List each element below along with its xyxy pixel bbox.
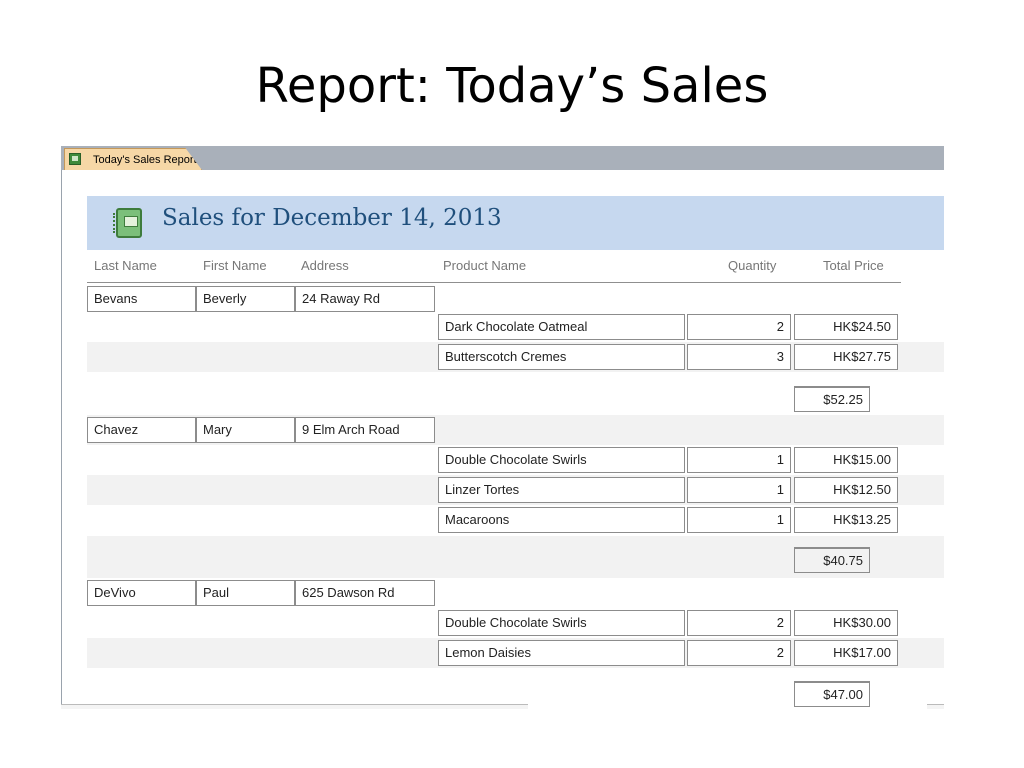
- total-price-field[interactable]: HK$13.25: [794, 507, 898, 533]
- item-row: Linzer Tortes 1 HK$12.50: [87, 475, 944, 505]
- product-name-field[interactable]: Linzer Tortes: [438, 477, 685, 503]
- address-field[interactable]: 24 Raway Rd: [295, 286, 435, 312]
- quantity-field[interactable]: 2: [687, 610, 791, 636]
- scrollbar-corner: [927, 704, 944, 709]
- tab-todays-sales-report[interactable]: Today's Sales Report: [64, 148, 202, 170]
- column-header-last-name: Last Name: [94, 258, 157, 273]
- first-name-field[interactable]: Beverly: [196, 286, 295, 312]
- product-name-field[interactable]: Double Chocolate Swirls: [438, 610, 685, 636]
- item-row: Double Chocolate Swirls 1 HK$15.00: [87, 445, 944, 475]
- quantity-field[interactable]: 2: [687, 640, 791, 666]
- item-row: Lemon Daisies 2 HK$17.00: [87, 638, 944, 668]
- group-total-field[interactable]: $40.75: [794, 547, 870, 573]
- column-header-first-name: First Name: [203, 258, 267, 273]
- report-title: Sales for December 14, 2013: [162, 205, 502, 231]
- column-header-address: Address: [301, 258, 349, 273]
- product-name-field[interactable]: Dark Chocolate Oatmeal: [438, 314, 685, 340]
- first-name-field[interactable]: Mary: [196, 417, 295, 443]
- total-price-field[interactable]: HK$15.00: [794, 447, 898, 473]
- product-name-field[interactable]: Lemon Daisies: [438, 640, 685, 666]
- access-report-window: Today's Sales Report Sales for December …: [61, 146, 944, 709]
- total-price-field[interactable]: HK$17.00: [794, 640, 898, 666]
- window-left-border: [61, 170, 62, 708]
- report-header: Sales for December 14, 2013: [87, 196, 944, 250]
- column-header-quantity: Quantity: [728, 258, 777, 273]
- last-name-field[interactable]: Bevans: [87, 286, 196, 312]
- product-name-field[interactable]: Double Chocolate Swirls: [438, 447, 685, 473]
- group-total-field[interactable]: $47.00: [794, 681, 870, 707]
- quantity-field[interactable]: 1: [687, 477, 791, 503]
- column-header-total-price: Total Price: [823, 258, 884, 273]
- total-price-field[interactable]: HK$27.75: [794, 344, 898, 370]
- quantity-field[interactable]: 2: [687, 314, 791, 340]
- quantity-field[interactable]: 1: [687, 447, 791, 473]
- group-total-field[interactable]: $52.25: [794, 386, 870, 412]
- item-row: Double Chocolate Swirls 2 HK$30.00: [87, 608, 944, 638]
- total-price-field[interactable]: HK$24.50: [794, 314, 898, 340]
- first-name-field[interactable]: Paul: [196, 580, 295, 606]
- last-name-field[interactable]: DeVivo: [87, 580, 196, 606]
- address-field[interactable]: 625 Dawson Rd: [295, 580, 435, 606]
- customer-row: DeVivo Paul 625 Dawson Rd: [87, 578, 944, 608]
- total-price-field[interactable]: HK$12.50: [794, 477, 898, 503]
- tab-label: Today's Sales Report: [93, 154, 197, 166]
- document-tab-strip: Today's Sales Report: [61, 146, 944, 170]
- customer-row: Bevans Beverly 24 Raway Rd: [87, 284, 944, 314]
- customer-row: Chavez Mary 9 Elm Arch Road: [87, 415, 944, 445]
- report-icon: [69, 153, 81, 165]
- address-field[interactable]: 9 Elm Arch Road: [295, 417, 435, 443]
- column-header-product-name: Product Name: [443, 258, 527, 273]
- product-name-field[interactable]: Macaroons: [438, 507, 685, 533]
- notebook-icon: [113, 208, 142, 238]
- last-name-field[interactable]: Chavez: [87, 417, 196, 443]
- total-price-field[interactable]: HK$30.00: [794, 610, 898, 636]
- item-row: Dark Chocolate Oatmeal 2 HK$24.50: [87, 314, 944, 344]
- quantity-field[interactable]: 1: [687, 507, 791, 533]
- slide-title: Report: Today’s Sales: [255, 58, 769, 114]
- item-row: Butterscotch Cremes 3 HK$27.75: [87, 342, 944, 372]
- product-name-field[interactable]: Butterscotch Cremes: [438, 344, 685, 370]
- item-row: Macaroons 1 HK$13.25: [87, 505, 944, 535]
- horizontal-scrollbar[interactable]: [61, 704, 528, 709]
- quantity-field[interactable]: 3: [687, 344, 791, 370]
- header-rule: [87, 282, 901, 283]
